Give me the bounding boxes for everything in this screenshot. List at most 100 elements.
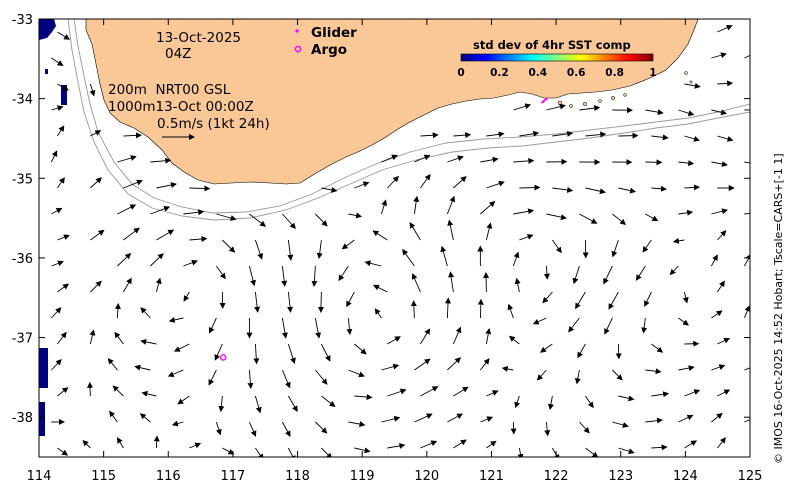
current-vector (480, 416, 494, 423)
current-vector (480, 358, 490, 371)
date-label: 13-Oct-2025 (156, 30, 241, 46)
current-vector (287, 291, 294, 313)
current-vector (414, 358, 431, 371)
current-vector (618, 187, 637, 194)
current-vector (420, 173, 431, 189)
current-vector (287, 343, 296, 365)
colorbar (460, 53, 654, 62)
current-vector (711, 208, 728, 215)
current-vector (373, 284, 388, 293)
current-vector (150, 253, 164, 267)
current-vector (254, 239, 263, 260)
current-vector (189, 185, 211, 192)
current-vector (453, 386, 469, 397)
current-vector (447, 357, 462, 371)
current-vector (50, 150, 58, 163)
current-vector (717, 280, 725, 293)
current-vector (222, 447, 235, 455)
current-vector (513, 103, 532, 111)
current-vector (387, 336, 401, 345)
current-vector (57, 177, 65, 189)
current-vector (134, 364, 151, 371)
current-vector (57, 31, 71, 40)
current-vector (717, 389, 731, 397)
current-vector (189, 235, 208, 242)
current-vector (711, 161, 728, 167)
current-vector (387, 442, 406, 449)
current-vector (177, 395, 190, 405)
current-vector (317, 291, 324, 313)
current-vector (354, 394, 373, 400)
current-vector (89, 83, 96, 97)
argo-legend-label: Argo (311, 42, 347, 58)
current-vector (387, 388, 407, 397)
current-vector (341, 239, 355, 250)
current-vector (112, 385, 124, 397)
current-vector (480, 200, 496, 215)
current-vectors (50, 24, 768, 457)
hour-label: 04Z (165, 46, 191, 62)
current-vector (711, 412, 723, 423)
current-vector (711, 364, 726, 371)
current-vector (409, 222, 421, 241)
current-vector (669, 265, 679, 276)
current-vector (750, 26, 764, 32)
current-vector (447, 219, 454, 241)
current-vector (216, 213, 237, 221)
current-vector (445, 297, 452, 319)
current-vector (575, 291, 586, 310)
current-vector (519, 184, 541, 191)
current-vector (282, 213, 296, 230)
current-vector (248, 421, 257, 437)
x-tick-label: 122 (544, 469, 569, 484)
current-vector (517, 447, 524, 457)
current-vector (82, 439, 91, 449)
current-vector (89, 329, 96, 345)
current-vector (743, 305, 750, 319)
current-vector (381, 154, 398, 163)
current-vector (477, 298, 484, 319)
current-vector (348, 421, 366, 427)
x-tick-label: 117 (220, 469, 245, 484)
x-tick-label: 114 (27, 469, 52, 484)
current-vector (717, 437, 726, 449)
current-vector (453, 176, 467, 189)
current-vector (750, 233, 761, 240)
glider-legend-marker (295, 29, 299, 33)
current-vector (281, 265, 288, 287)
current-vector (684, 135, 700, 142)
current-vector (612, 213, 627, 225)
current-vector (684, 440, 698, 449)
plot-frame (38, 18, 751, 458)
current-vector (420, 440, 438, 449)
current-vector (513, 208, 535, 215)
current-vector (315, 213, 328, 227)
current-vector (173, 343, 190, 352)
current-vector (651, 185, 667, 192)
current-vector (678, 365, 695, 372)
current-vector (641, 317, 648, 334)
current-vector (413, 195, 420, 215)
current-vector (183, 259, 198, 267)
current-vector (51, 105, 64, 112)
current-vector (315, 369, 328, 385)
current-vector (346, 317, 353, 336)
current-vector (547, 395, 554, 411)
current-vector (544, 421, 551, 437)
current-vector (645, 109, 664, 116)
current-vector (711, 310, 723, 319)
current-vector (645, 368, 662, 375)
current-vector (750, 188, 768, 190)
current-vector (711, 52, 727, 59)
current-vector (402, 248, 415, 267)
current-vector (348, 369, 365, 378)
current-vector (140, 338, 157, 345)
x-tick-label: 125 (738, 469, 763, 484)
current-vector (453, 439, 467, 449)
x-tick-label: 116 (156, 469, 181, 484)
current-vector (574, 369, 581, 385)
colorbar-tick-label: 1 (649, 67, 656, 79)
current-vector (750, 80, 765, 84)
current-vector (651, 444, 668, 451)
